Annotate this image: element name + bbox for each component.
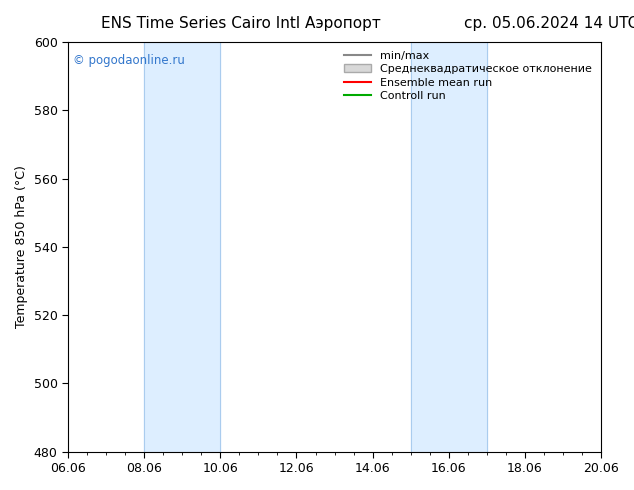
Y-axis label: Temperature 850 hPa (°C): Temperature 850 hPa (°C) xyxy=(15,166,28,328)
Bar xyxy=(144,42,220,452)
Bar xyxy=(411,42,487,452)
Text: ENS Time Series Cairo Intl Аэропорт: ENS Time Series Cairo Intl Аэропорт xyxy=(101,16,381,31)
Text: © pogodaonline.ru: © pogodaonline.ru xyxy=(74,54,185,67)
Text: ср. 05.06.2024 14 UTC: ср. 05.06.2024 14 UTC xyxy=(465,16,634,31)
Legend: min/max, Среднеквадратическое отклонение, Ensemble mean run, Controll run: min/max, Среднеквадратическое отклонение… xyxy=(340,48,595,104)
